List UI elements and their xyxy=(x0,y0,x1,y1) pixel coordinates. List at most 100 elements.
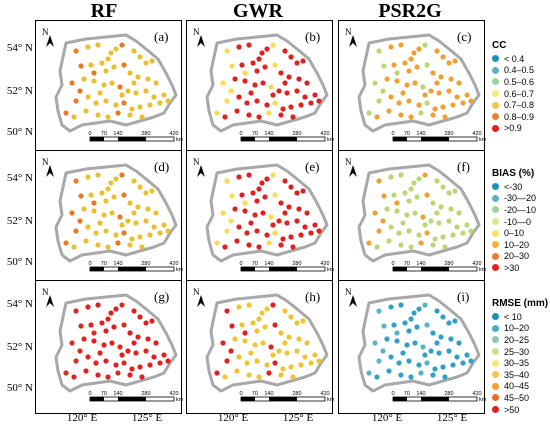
lat-label-50: 50° N xyxy=(6,256,33,268)
station-point xyxy=(236,354,242,360)
north-arrow-icon: N xyxy=(193,157,205,177)
station-point xyxy=(260,340,266,346)
station-point xyxy=(264,176,270,182)
station-point xyxy=(224,358,230,364)
scale-tick: 280 xyxy=(292,391,301,397)
station-point xyxy=(246,372,252,378)
map-panel: N (h) 0 70 140 280 420 km xyxy=(186,280,334,414)
station-point xyxy=(119,92,125,98)
station-point xyxy=(222,244,228,250)
station-point xyxy=(298,102,304,108)
station-point xyxy=(129,106,135,112)
station-point xyxy=(464,92,470,98)
station-point xyxy=(236,44,242,50)
station-point xyxy=(406,198,412,204)
station-point xyxy=(270,352,276,358)
legend-title: RMSE (mm) xyxy=(492,298,549,309)
station-point xyxy=(282,210,288,216)
station-point xyxy=(143,320,149,326)
station-point xyxy=(229,323,235,329)
station-point xyxy=(131,178,137,184)
station-point xyxy=(400,220,406,226)
station-point xyxy=(63,240,69,246)
station-point xyxy=(430,242,436,248)
station-point xyxy=(91,330,97,336)
station-point xyxy=(125,218,131,224)
station-point xyxy=(95,112,101,118)
station-point xyxy=(406,98,412,104)
station-point xyxy=(222,374,228,380)
station-point xyxy=(127,372,133,378)
station-point xyxy=(143,88,149,94)
station-point xyxy=(316,228,322,234)
north-arrow-icon: N xyxy=(345,157,357,177)
station-point xyxy=(113,362,119,368)
station-point xyxy=(280,366,286,372)
scale-tick: 0 xyxy=(239,131,242,137)
legend-label: >0.9 xyxy=(504,123,522,134)
lon-label-120: 120° E xyxy=(371,412,403,424)
station-point xyxy=(137,54,143,60)
station-point xyxy=(270,172,276,178)
station-point xyxy=(420,344,426,350)
scale-tick: 420 xyxy=(320,131,329,137)
station-point xyxy=(418,240,424,246)
station-point xyxy=(256,114,262,120)
station-point xyxy=(165,358,171,364)
station-point xyxy=(384,336,390,342)
legend-swatch xyxy=(492,313,499,321)
station-point xyxy=(394,70,400,76)
station-point xyxy=(157,230,163,236)
station-point xyxy=(411,310,417,316)
station-point xyxy=(78,323,84,329)
legend-item: 10–20 xyxy=(492,323,548,335)
station-point xyxy=(386,108,392,114)
station-point xyxy=(286,74,292,80)
station-point xyxy=(468,228,474,234)
station-point xyxy=(432,366,438,372)
legend-rmse: RMSE (mm) < 10 10–20 20–25 25–30 30–35 35–40 4… xyxy=(492,298,548,415)
station-point xyxy=(380,218,386,224)
scale-tick: 420 xyxy=(472,131,481,137)
legend-label: 35–40 xyxy=(504,369,530,380)
lon-label-120: 120° E xyxy=(217,412,249,424)
station-point xyxy=(422,302,428,308)
station-point xyxy=(420,84,426,90)
station-point xyxy=(111,64,117,70)
station-point xyxy=(380,88,386,94)
station-point xyxy=(372,210,378,216)
station-point xyxy=(302,224,308,230)
north-arrow-icon: N xyxy=(42,27,54,47)
station-point xyxy=(85,94,91,100)
scale-tick: 140 xyxy=(113,131,122,137)
station-point xyxy=(468,98,474,104)
station-point xyxy=(147,362,153,368)
station-point xyxy=(103,328,109,334)
station-point xyxy=(105,114,111,120)
station-point xyxy=(236,174,242,180)
legend-swatch xyxy=(492,252,499,260)
legend-item: 20–25 xyxy=(492,334,548,346)
station-point xyxy=(408,316,414,322)
station-point xyxy=(85,354,91,360)
legend-title: BIAS (%) xyxy=(492,168,535,179)
station-point xyxy=(290,244,296,250)
station-point xyxy=(115,370,121,376)
station-point xyxy=(394,338,400,344)
station-point xyxy=(153,340,159,346)
station-point xyxy=(430,112,436,118)
station-point xyxy=(302,94,308,100)
station-point xyxy=(214,240,220,246)
station-point xyxy=(139,374,145,380)
station-point xyxy=(278,330,284,336)
station-point xyxy=(244,360,250,366)
station-point xyxy=(252,82,258,88)
station-point xyxy=(228,218,234,224)
station-point xyxy=(259,310,265,316)
north-arrow-icon: N xyxy=(42,287,54,307)
legend-item: 20–30 xyxy=(492,251,536,263)
station-point xyxy=(388,224,394,230)
